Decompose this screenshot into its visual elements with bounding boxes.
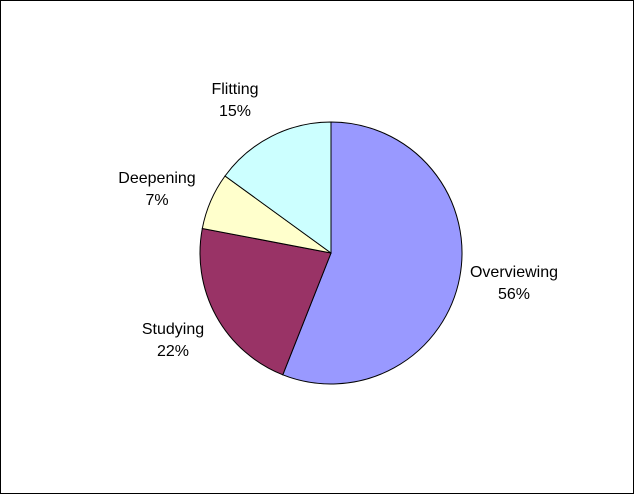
slice-percent-studying: 22% — [157, 343, 189, 360]
slice-label-flitting: Flitting — [211, 81, 258, 98]
pie-slices — [199, 121, 463, 385]
slice-label-overviewing: Overviewing — [470, 264, 558, 281]
pie-slice-studying — [199, 227, 332, 376]
slice-label-deepening: Deepening — [118, 170, 195, 187]
slice-percent-deepening: 7% — [145, 192, 168, 209]
slice-percent-flitting: 15% — [219, 103, 251, 120]
pie-labels: Overviewing 56% Studying 22% Deepening 7% Flit… — [118, 81, 558, 360]
slice-label-studying: Studying — [142, 321, 204, 338]
slice-percent-overviewing: 56% — [498, 286, 530, 303]
pie-slice-flitting — [224, 121, 332, 254]
pie-slice-overviewing — [282, 121, 463, 385]
